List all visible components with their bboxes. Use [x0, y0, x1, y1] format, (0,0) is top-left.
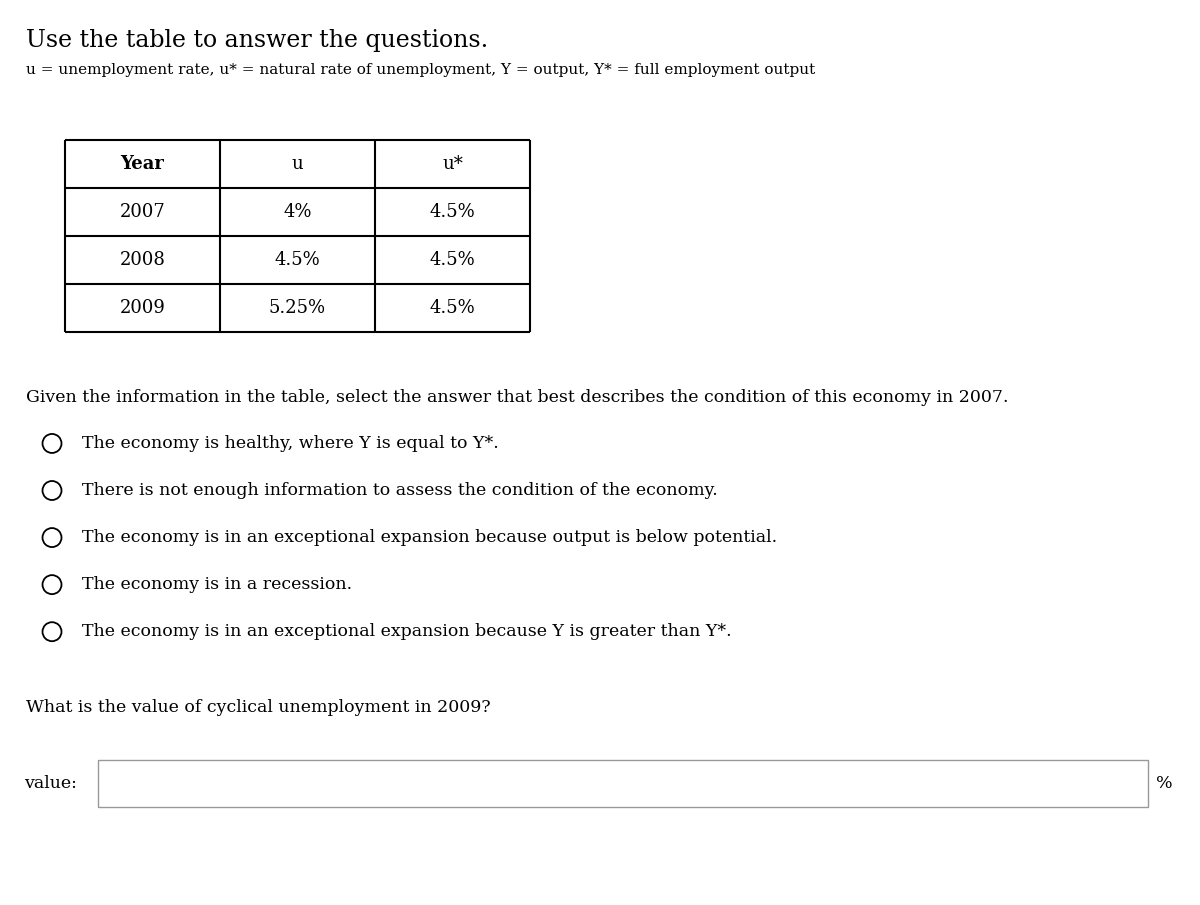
Text: The economy is in a recession.: The economy is in a recession. [82, 576, 352, 593]
Text: 4%: 4% [283, 204, 312, 222]
Text: 2008: 2008 [120, 252, 166, 270]
Text: value:: value: [24, 776, 77, 792]
Ellipse shape [42, 434, 61, 452]
Ellipse shape [42, 576, 61, 594]
Text: 2009: 2009 [120, 300, 166, 318]
FancyBboxPatch shape [98, 760, 1148, 807]
Text: Year: Year [120, 156, 164, 173]
Text: Given the information in the table, select the answer that best describes the co: Given the information in the table, sele… [26, 389, 1009, 406]
Text: %: % [1156, 776, 1172, 792]
Text: 5.25%: 5.25% [269, 300, 326, 318]
Ellipse shape [42, 623, 61, 641]
Ellipse shape [42, 529, 61, 547]
Text: The economy is in an exceptional expansion because output is below potential.: The economy is in an exceptional expansi… [82, 529, 778, 546]
Text: 2007: 2007 [120, 204, 166, 222]
Text: u: u [292, 156, 304, 173]
Text: What is the value of cyclical unemployment in 2009?: What is the value of cyclical unemployme… [26, 699, 491, 716]
Ellipse shape [42, 481, 61, 500]
Text: 4.5%: 4.5% [430, 204, 475, 222]
Text: The economy is healthy, where Y is equal to Y*.: The economy is healthy, where Y is equal… [82, 435, 499, 452]
Text: 4.5%: 4.5% [275, 252, 320, 270]
Text: There is not enough information to assess the condition of the economy.: There is not enough information to asses… [82, 482, 718, 499]
Text: 4.5%: 4.5% [430, 252, 475, 270]
Text: 4.5%: 4.5% [430, 300, 475, 318]
Text: u = unemployment rate, u* = natural rate of unemployment, Y = output, Y* = full : u = unemployment rate, u* = natural rate… [26, 63, 816, 77]
Text: Use the table to answer the questions.: Use the table to answer the questions. [26, 29, 488, 52]
Text: The economy is in an exceptional expansion because Y is greater than Y*.: The economy is in an exceptional expansi… [82, 624, 732, 640]
Text: u*: u* [442, 156, 463, 173]
